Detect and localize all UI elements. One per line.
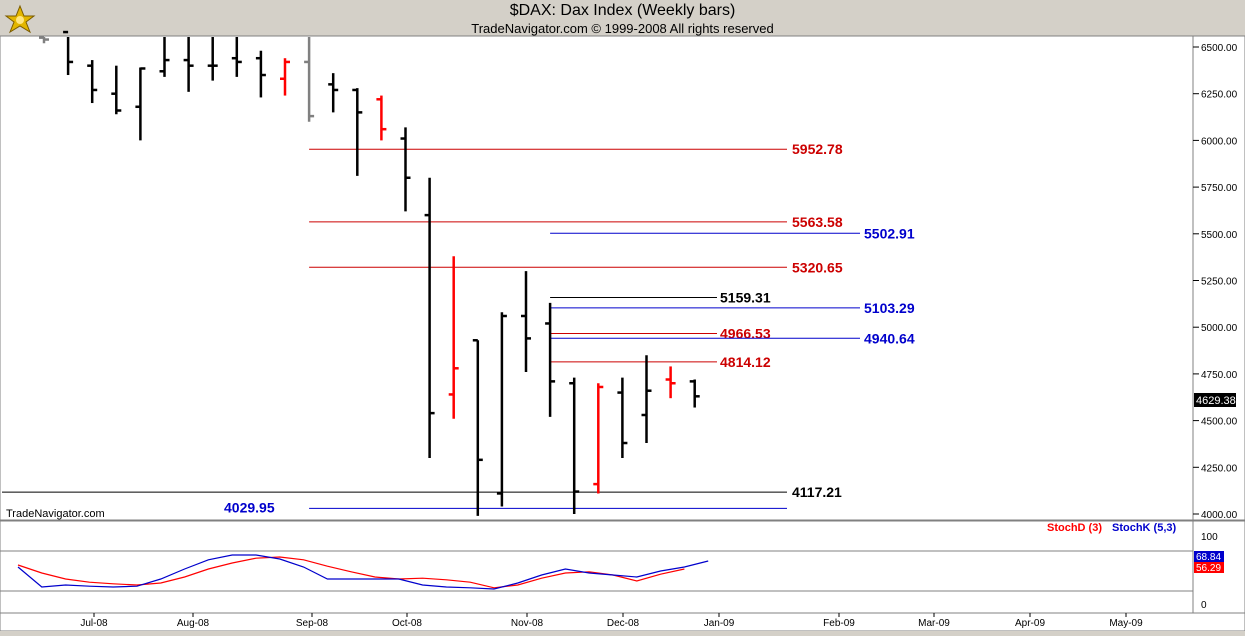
stochk-badge-label: 68.84 [1196,552,1221,563]
stochk-badge [1194,551,1224,562]
ohlc-bar [472,339,483,516]
level-label: 4117.21 [792,484,842,500]
time-axis-tick-label: Sep-08 [296,618,329,629]
price-axis-tick-label: 4000.00 [1201,510,1238,521]
ohlc-bar [376,95,387,141]
last-price-badge [1194,393,1236,407]
time-axis-tick-label: Jan-09 [704,618,735,629]
level-label: 5563.58 [792,214,843,230]
ohlc-bar [111,65,122,115]
price-axis-tick-label: 6000.00 [1201,136,1238,147]
time-axis-tick-label: Aug-08 [177,618,210,629]
level-label: 4966.53 [720,325,771,341]
ohlc-bar [304,37,315,122]
chart-title: $DAX: Dax Index (Weekly bars) [509,2,736,19]
ohlc-bar [39,36,49,44]
stoch-plot-area [0,520,1194,614]
ohlc-bar [352,88,363,176]
price-axis-tick-label: 5250.00 [1201,277,1238,288]
ohlc-bar [545,302,556,417]
stochd-series-line [17,556,685,589]
level-label: 4029.95 [224,499,275,515]
ohlc-bar [400,127,411,212]
price-axis-tick-label: 4250.00 [1201,463,1238,474]
stochd-legend: StochD (3) [1047,522,1102,534]
last-price-label: 4629.38 [1196,395,1236,407]
price-axis-tick-label: 5500.00 [1201,230,1238,241]
price-axis-tick-label: 4750.00 [1201,370,1238,381]
time-axis-tick-label: Dec-08 [607,618,640,629]
ohlc-bar [231,37,242,77]
level-label: 5320.65 [792,259,843,275]
time-axis-tick-label: Mar-09 [918,618,950,629]
ohlc-bar [448,256,459,419]
price-axis [1192,35,1245,521]
level-label: 5103.29 [864,300,915,316]
price-axis-tick-label: 5000.00 [1201,323,1238,334]
ohlc-bar [183,37,194,92]
level-label: 4940.64 [864,330,915,346]
stochd-badge-label: 56.29 [1196,563,1221,574]
ohlc-bar [135,67,146,141]
stochk-legend: StochK (5,3) [1112,522,1177,534]
ohlc-bar [280,58,290,96]
level-label: 4814.12 [720,354,771,370]
ohlc-bar [328,73,339,113]
price-axis-tick-label: 5750.00 [1201,183,1238,194]
watermark: TradeNavigator.com [6,508,105,520]
level-label: 5952.78 [792,141,843,157]
ohlc-bar [593,383,604,494]
ohlc-bar [87,60,98,104]
ohlc-bar [569,377,580,514]
time-axis-tick-label: Jul-08 [80,618,108,629]
stoch-axis-tick-label: 0 [1201,600,1207,611]
trade-navigator-logo-icon[interactable] [4,4,36,36]
time-axis-tick-label: Nov-08 [511,618,544,629]
stoch-axis-tick-label: 100 [1201,532,1218,543]
ohlc-bar [424,177,435,458]
time-axis-tick-label: May-09 [1109,618,1143,629]
time-axis-tick-label: Apr-09 [1015,618,1045,629]
level-label: 5159.31 [720,289,771,305]
price-axis-tick-label: 6250.00 [1201,90,1238,101]
chart-subtitle: TradeNavigator.com © 1999-2008 All right… [471,21,774,36]
ohlc-bar [159,37,170,77]
price-axis-tick-label: 6500.00 [1201,43,1238,54]
ohlc-bar [496,312,507,507]
ohlc-bar [255,50,266,98]
time-axis-tick-label: Feb-09 [823,618,855,629]
time-axis-tick-label: Oct-08 [392,618,422,629]
price-axis-tick-label: 4500.00 [1201,417,1238,428]
ohlc-bar [63,30,74,76]
stochd-badge [1194,562,1224,573]
ohlc-bar [617,377,628,458]
ohlc-bar [665,366,676,399]
ohlc-bar [521,271,531,373]
level-label: 5502.91 [864,225,915,241]
ohlc-bar [641,355,652,444]
ohlc-bar [689,379,700,408]
ohlc-bar [207,37,218,81]
price-plot-area [0,35,1194,521]
stochk-series-line [17,554,709,590]
